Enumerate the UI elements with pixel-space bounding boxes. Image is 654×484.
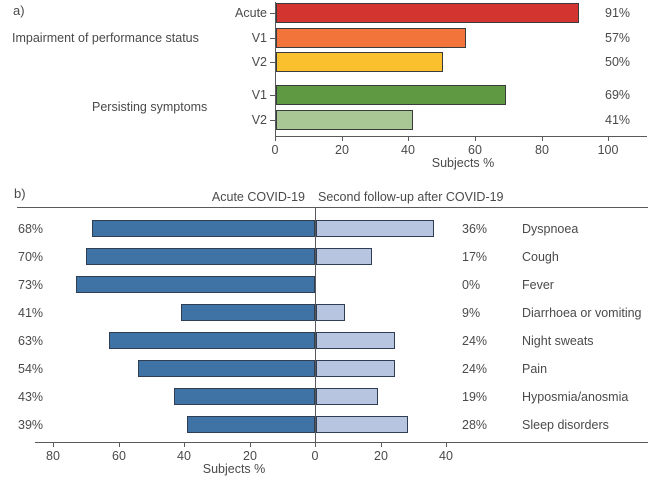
panel-b-followup-value-label: 36% (462, 222, 488, 236)
panel-a-bar-value-label: 91% (605, 6, 631, 20)
panel-a-xtick-label: 60 (468, 143, 482, 157)
panel-b-xtick-label: 20 (374, 449, 388, 463)
panel-a-ytick-mark (270, 38, 275, 39)
panel-b-followup-bar (316, 220, 434, 237)
panel-b-followup-value-label: 9% (462, 306, 481, 320)
panel-a-group-label-impairment: Impairment of performance status (12, 31, 199, 45)
panel-b-followup-bar (316, 332, 395, 349)
panel-a-ytick-label: Acute (235, 6, 267, 20)
panel-b-header-rule (17, 207, 648, 208)
panel-b-followup-value-label: 19% (462, 390, 488, 404)
panel-a-ytick-label: V2 (251, 113, 267, 127)
panel-a-xtick-mark (342, 136, 343, 141)
panel-a-xaxis-title: Subjects % (431, 156, 495, 170)
panel-b-xtick-mark (119, 442, 120, 447)
panel-b-acute-value-label: 63% (18, 334, 44, 348)
panel-b-xaxis-title: Subjects % (202, 462, 266, 476)
panel-a-ytick-mark (270, 95, 275, 96)
panel-b-xtick-label: 40 (177, 449, 191, 463)
panel-a-label: a) (13, 3, 25, 18)
panel-b-acute-value-label: 68% (18, 222, 44, 236)
panel-b-followup-value-label: 24% (462, 334, 488, 348)
panel-a-bar (276, 85, 506, 105)
panel-b-acute-value-label: 39% (18, 418, 44, 432)
panel-b-xtick-label: 80 (46, 449, 60, 463)
panel-b-followup-bar (316, 360, 395, 377)
panel-a-group-label-persisting: Persisting symptoms (92, 100, 208, 114)
panel-b-xtick-mark (315, 442, 316, 447)
panel-a-ytick-mark (270, 13, 275, 14)
panel-b-left-series-header: Acute COVID-19 (211, 190, 305, 204)
panel-b-followup-value-label: 24% (462, 362, 488, 376)
panel-b-acute-bar (174, 388, 315, 405)
panel-b-followup-bar (316, 304, 345, 321)
panel-b-acute-bar (109, 332, 315, 349)
panel-a-xtick-mark (475, 136, 476, 141)
panel-a-xtick-mark (408, 136, 409, 141)
panel-b-xtick-label: 40 (439, 449, 453, 463)
panel-a-ytick-label: V1 (251, 88, 267, 102)
panel-b-followup-value-label: 17% (462, 250, 488, 264)
panel-b-xtick-mark (381, 442, 382, 447)
panel-a-bar (276, 110, 413, 130)
panel-b-acute-value-label: 54% (18, 362, 44, 376)
panel-b-right-series-header: Second follow-up after COVID-19 (318, 190, 504, 204)
panel-b-followup-bar (316, 416, 408, 433)
panel-b-acute-value-label: 73% (18, 278, 44, 292)
panel-b-followup-bar (316, 248, 372, 265)
panel-b-xtick-mark (53, 442, 54, 447)
panel-b-x-axis-line (35, 442, 648, 443)
panel-a-bar-value-label: 50% (605, 55, 631, 69)
panel-a-xtick-label: 100 (597, 143, 619, 157)
panel-a-y-axis-line (275, 2, 276, 137)
panel-b-symptom-label: Sleep disorders (522, 418, 609, 432)
panel-b-xtick-label: 20 (243, 449, 257, 463)
panel-b-followup-bar (316, 388, 378, 405)
panel-a-ytick-mark (270, 120, 275, 121)
panel-a-xtick-label: 40 (401, 143, 415, 157)
panel-b-acute-bar (187, 416, 315, 433)
panel-a-xtick-mark (608, 136, 609, 141)
panel-b-acute-value-label: 43% (18, 390, 44, 404)
panel-a-xtick-label: 80 (535, 143, 549, 157)
panel-b-acute-value-label: 70% (18, 250, 44, 264)
panel-b-symptom-label: Hyposmia/anosmia (522, 390, 629, 404)
panel-a-xtick-mark (275, 136, 276, 141)
panel-b-acute-value-label: 41% (18, 306, 44, 320)
panel-b-xtick-mark (446, 442, 447, 447)
panel-a-bar-value-label: 69% (605, 88, 631, 102)
panel-b-xtick-label: 60 (112, 449, 126, 463)
panel-b-xtick-label: 0 (311, 449, 319, 463)
panel-b-acute-bar (86, 248, 315, 265)
panel-b-symptom-label: Pain (522, 362, 548, 376)
panel-a-xtick-mark (542, 136, 543, 141)
panel-a-bar (276, 52, 443, 72)
panel-b-followup-value-label: 28% (462, 418, 488, 432)
panel-b-followup-value-label: 0% (462, 278, 481, 292)
panel-a-ytick-label: V2 (251, 55, 267, 69)
panel-a-bar (276, 28, 466, 48)
panel-b-symptom-label: Diarrhoea or vomiting (522, 306, 642, 320)
panel-b-center-axis-line (315, 207, 316, 443)
panel-b-symptom-label: Night sweats (522, 334, 594, 348)
panel-b-acute-bar (138, 360, 315, 377)
panel-a-bar-value-label: 41% (605, 113, 631, 127)
panel-b-symptom-label: Dyspnoea (522, 222, 579, 236)
panel-a-xtick-label: 0 (271, 143, 279, 157)
panel-b-acute-bar (92, 220, 315, 237)
panel-b-xtick-mark (184, 442, 185, 447)
panel-b-xtick-mark (250, 442, 251, 447)
panel-a-ytick-label: V1 (251, 31, 267, 45)
panel-b-symptom-label: Fever (522, 278, 554, 292)
panel-b-label: b) (14, 186, 26, 201)
panel-a-xtick-label: 20 (335, 143, 349, 157)
panel-a-bar (276, 3, 579, 23)
panel-a-bar-value-label: 57% (605, 31, 631, 45)
panel-a-ytick-mark (270, 62, 275, 63)
panel-a-x-axis-line (275, 136, 647, 137)
panel-b-symptom-label: Cough (522, 250, 559, 264)
panel-b-acute-bar (76, 276, 315, 293)
panel-b-acute-bar (181, 304, 315, 321)
